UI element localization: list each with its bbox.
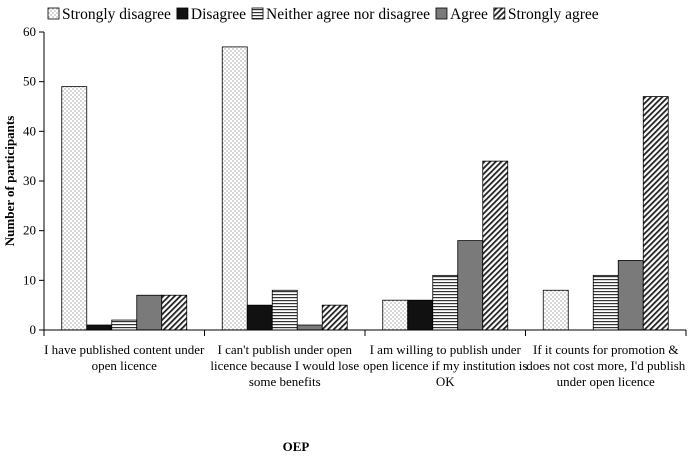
legend-label: Strongly disagree — [62, 6, 171, 23]
bar-neither-agree-nor-disagree-4 — [592, 274, 619, 331]
bar-strongly-agree-4 — [642, 96, 669, 331]
bars — [61, 46, 669, 331]
category-label: I am willing to publish under open licenc… — [363, 342, 527, 389]
category-label: I can't publish under open licence becaus… — [210, 342, 359, 389]
legend-swatch — [493, 7, 506, 20]
x-axis: I have published content under open licen… — [43, 329, 687, 389]
bar-disagree-1 — [86, 324, 113, 331]
bar-strongly-disagree-1 — [61, 86, 88, 331]
bar-strongly-disagree-4 — [542, 289, 569, 331]
y-tick-label: 30 — [23, 173, 36, 188]
y-tick-label: 50 — [23, 74, 36, 89]
legend-label: Strongly agree — [508, 6, 599, 23]
bar-strongly-agree-3 — [482, 160, 509, 331]
legend-label: Neither agree nor disagree — [266, 6, 430, 23]
bar-agree-3 — [457, 240, 484, 331]
category-label: I have published content under open licen… — [44, 342, 205, 373]
legend-swatch — [251, 7, 264, 20]
bar-strongly-agree-2 — [321, 304, 348, 331]
bar-agree-1 — [136, 294, 163, 331]
category-label: If it counts for promotion & does not cos… — [526, 342, 686, 389]
bar-disagree-3 — [407, 299, 434, 331]
legend-item: Neither agree nor disagree — [251, 6, 430, 23]
legend-swatch — [435, 7, 448, 20]
legend-label: Disagree — [191, 6, 246, 23]
legend-item: Strongly agree — [493, 6, 599, 23]
bar-neither-agree-nor-disagree-1 — [111, 319, 138, 331]
legend-item: Strongly disagree — [47, 6, 171, 23]
bar-neither-agree-nor-disagree-2 — [271, 289, 298, 331]
y-tick-label: 40 — [23, 123, 36, 138]
x-axis-label: OEP — [283, 439, 310, 454]
y-tick-label: 10 — [23, 272, 36, 287]
y-tick-label: 0 — [30, 322, 37, 337]
legend-item: Disagree — [176, 6, 246, 23]
y-tick-label: 20 — [23, 223, 36, 238]
y-axis-label: Number of participants — [2, 116, 17, 246]
bar-agree-4 — [617, 260, 644, 331]
bar-disagree-2 — [246, 304, 273, 331]
y-tick-label: 60 — [23, 24, 36, 39]
legend-item: Agree — [435, 6, 488, 23]
bar-strongly-disagree-2 — [221, 46, 248, 331]
bar-neither-agree-nor-disagree-3 — [432, 274, 459, 331]
bar-strongly-disagree-3 — [382, 299, 409, 331]
legend: Strongly disagree Disagree Neither agree n… — [47, 6, 599, 23]
legend-swatch — [176, 7, 189, 20]
legend-label: Agree — [450, 6, 488, 23]
legend-swatch — [47, 7, 60, 20]
bar-agree-2 — [296, 324, 323, 331]
bar-strongly-agree-1 — [161, 294, 188, 331]
y-axis: 0 10 20 30 40 50 60 — [23, 24, 45, 337]
